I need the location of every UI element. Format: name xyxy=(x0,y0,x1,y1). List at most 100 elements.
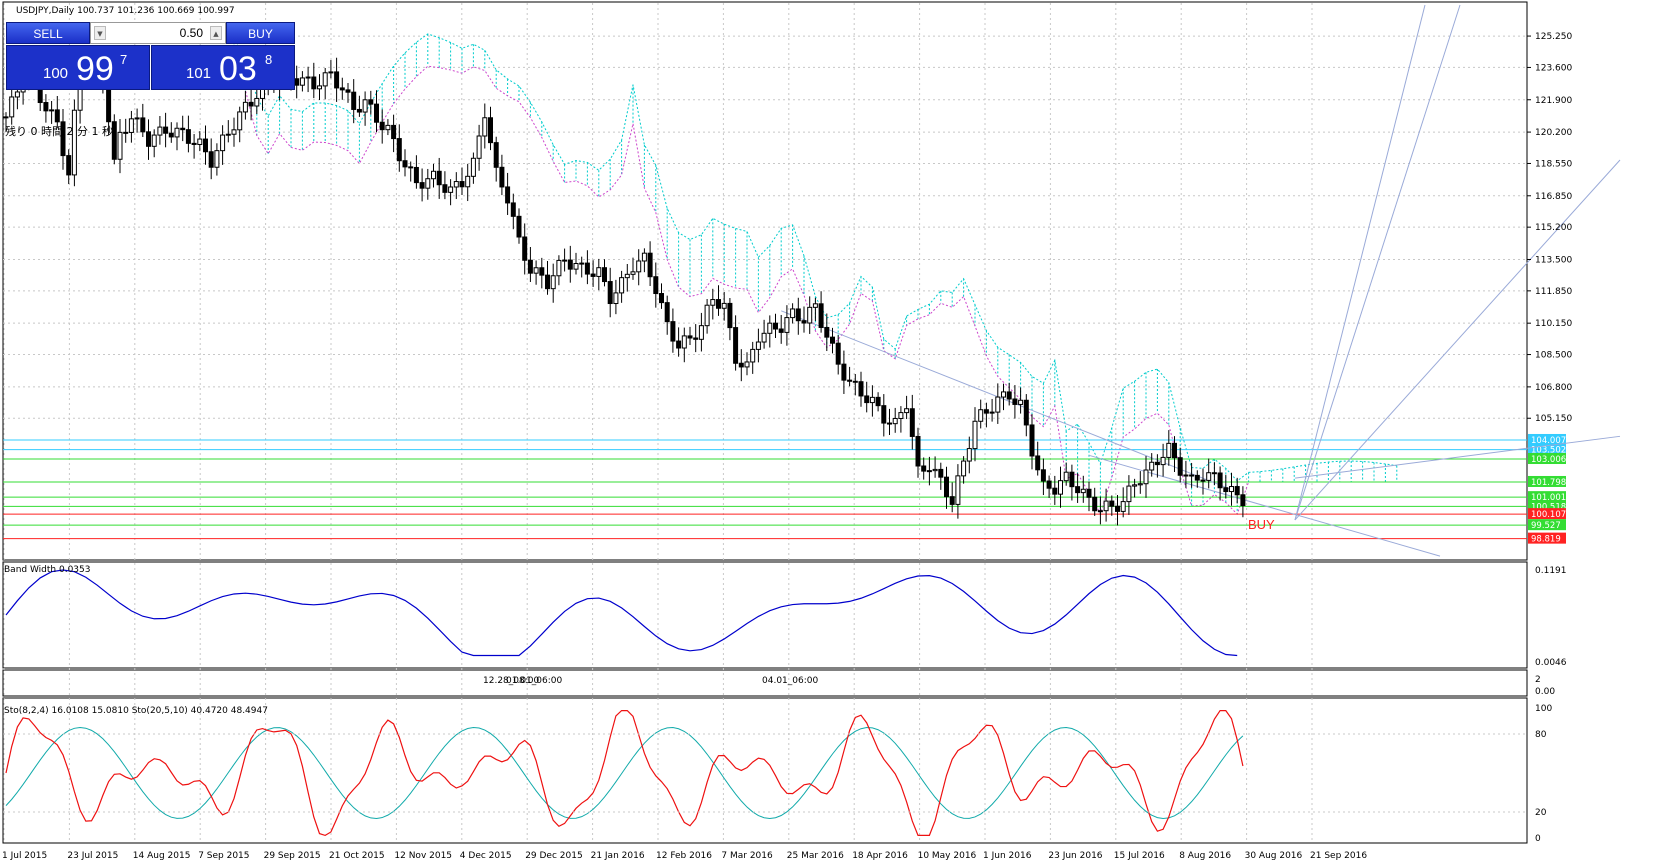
candle-body xyxy=(710,299,716,306)
candle-body xyxy=(995,396,1001,413)
candle-body xyxy=(1092,496,1098,512)
buy-button[interactable]: BUY xyxy=(226,22,295,44)
candle-body xyxy=(54,109,60,123)
candle-body xyxy=(220,134,226,152)
lot-increase-icon[interactable]: ▲ xyxy=(210,26,222,40)
symbol-info: USDJPY,Daily 100.737 101.236 100.669 100… xyxy=(16,6,235,16)
candle-body xyxy=(1189,474,1195,477)
candle-body xyxy=(795,308,801,322)
price-tick-label: 106.800 xyxy=(1535,383,1572,393)
price-tick-label: 110.150 xyxy=(1535,319,1572,329)
lot-value[interactable]: 0.50 xyxy=(179,26,203,40)
fan-line xyxy=(1294,4,1461,521)
lot-size-input[interactable]: ▼ 0.50 ▲ xyxy=(90,22,226,44)
candle-body xyxy=(966,448,972,462)
price-level-label: 103.502 xyxy=(1531,446,1566,456)
candle-body xyxy=(374,103,379,123)
candle-body xyxy=(584,262,590,275)
candle-body xyxy=(1137,483,1143,486)
candle-body xyxy=(1006,391,1012,400)
candle-body xyxy=(163,126,169,134)
candle-body xyxy=(128,118,134,133)
trend-line xyxy=(1088,454,1441,557)
candle-body xyxy=(299,77,305,86)
candle-body xyxy=(522,236,528,261)
candle-body xyxy=(562,259,568,262)
candle-body xyxy=(835,342,841,365)
price-tick-label: 116.850 xyxy=(1535,192,1572,202)
candle-body xyxy=(419,182,425,189)
panel-frame xyxy=(2,669,1528,697)
candle-body xyxy=(824,326,830,338)
candle-body xyxy=(345,89,351,93)
candle-body xyxy=(328,71,334,74)
candle-body xyxy=(784,317,790,333)
candle-body xyxy=(630,271,636,275)
panel-frame xyxy=(2,1,1528,561)
candle-body xyxy=(339,87,345,91)
candle-body xyxy=(926,470,932,473)
candle-body xyxy=(1172,442,1177,459)
candle-body xyxy=(733,327,739,364)
candle-body xyxy=(305,76,311,79)
buy-price-prefix: 101 xyxy=(186,65,212,82)
middle-panel-label: 01.01_06:00 xyxy=(506,676,562,686)
candle-body xyxy=(909,408,915,437)
candle-body xyxy=(801,320,807,324)
candle-body xyxy=(368,99,374,105)
time-label: 23 Jun 2016 xyxy=(1048,851,1102,861)
candle-body xyxy=(807,306,813,324)
candle-body xyxy=(1086,488,1092,498)
candle-body xyxy=(881,405,887,424)
candle-body xyxy=(214,150,220,168)
stochastic-tick: 20 xyxy=(1535,808,1547,818)
trend-line xyxy=(781,310,1232,491)
price-tick-label: 121.900 xyxy=(1535,96,1572,106)
candle-body xyxy=(1029,424,1035,457)
panel-frame xyxy=(2,561,1528,669)
candle-body xyxy=(676,340,682,349)
candle-body xyxy=(146,131,151,147)
price-tick-label: 125.250 xyxy=(1535,32,1572,42)
candle-body xyxy=(396,138,402,162)
sell-price-button[interactable]: 100 99 7 xyxy=(6,45,150,90)
time-label: 30 Aug 2016 xyxy=(1245,851,1303,861)
candle-body xyxy=(921,465,927,472)
sell-button[interactable]: SELL xyxy=(6,22,90,44)
candle-body xyxy=(533,267,539,274)
candle-body xyxy=(744,361,750,368)
candle-body xyxy=(704,304,710,327)
candle-body xyxy=(624,273,630,279)
price-level-box xyxy=(1528,433,1566,445)
candle-body xyxy=(248,101,254,107)
candle-body xyxy=(231,129,237,135)
panel-frame xyxy=(2,697,1528,844)
lot-decrease-icon[interactable]: ▼ xyxy=(94,26,106,40)
price-level-box xyxy=(1528,475,1566,487)
band-width-label: Band Width 0.0353 xyxy=(4,565,90,575)
candle-body xyxy=(453,181,459,188)
candle-body xyxy=(1035,455,1041,471)
candle-body xyxy=(755,341,761,350)
candle-body xyxy=(1097,510,1103,513)
trend-lines[interactable] xyxy=(781,4,1621,557)
buy-price-button[interactable]: 101 03 8 xyxy=(151,45,295,90)
time-label: 23 Jul 2015 xyxy=(67,851,118,861)
buy-marker: BUY xyxy=(1248,517,1275,532)
time-label: 10 May 2016 xyxy=(918,851,977,861)
candle-body xyxy=(111,121,117,160)
price-level-label: 101.798 xyxy=(1531,478,1566,488)
middle-panel-tick: 2 xyxy=(1535,675,1541,685)
candle-body xyxy=(983,409,989,414)
candle-body xyxy=(174,127,180,138)
price-tick-label: 105.150 xyxy=(1535,414,1572,424)
candle-body xyxy=(1154,461,1160,466)
price-tick-label: 108.500 xyxy=(1535,351,1572,361)
candle-body xyxy=(71,109,77,176)
sell-price-main: 99 xyxy=(76,50,114,88)
candle-body xyxy=(151,134,157,147)
middle-panel-label: 04.01_06:00 xyxy=(762,676,818,686)
